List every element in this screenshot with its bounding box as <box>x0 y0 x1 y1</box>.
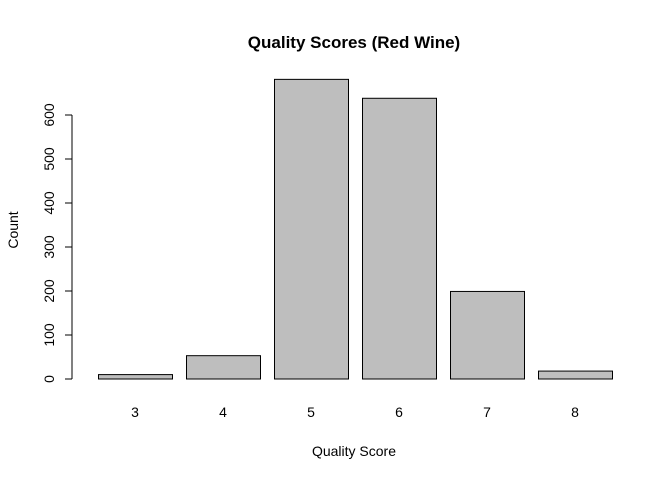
bar-quality-3 <box>98 374 173 380</box>
chart-title: Quality Scores (Red Wine) <box>248 33 460 52</box>
bar-quality-8 <box>538 370 613 380</box>
bars-group <box>98 78 613 380</box>
x-tick-label-4: 4 <box>219 404 227 420</box>
y-tick-label: 100 <box>41 323 57 347</box>
bar-quality-6 <box>362 97 437 380</box>
x-tick-label-3: 3 <box>131 404 139 420</box>
y-tick-label: 600 <box>41 103 57 127</box>
y-tick-label: 500 <box>41 147 57 171</box>
x-tick-label-7: 7 <box>483 404 491 420</box>
y-axis-label: Count <box>5 211 21 248</box>
x-tick-label-6: 6 <box>395 404 403 420</box>
bar-quality-4 <box>186 355 261 380</box>
bar-quality-5 <box>274 78 349 380</box>
x-tick-label-5: 5 <box>307 404 315 420</box>
y-tick-label: 0 <box>41 375 57 383</box>
x-tick-label-8: 8 <box>571 404 579 420</box>
y-tick-label: 400 <box>41 191 57 215</box>
x-axis-label: Quality Score <box>312 443 396 459</box>
x-tick-labels: 3 4 5 6 7 8 <box>131 404 579 420</box>
y-axis: 0 100 200 300 400 500 600 <box>41 103 73 383</box>
bar-quality-7 <box>450 290 525 380</box>
y-tick-label: 200 <box>41 279 57 303</box>
y-tick-label: 300 <box>41 235 57 259</box>
